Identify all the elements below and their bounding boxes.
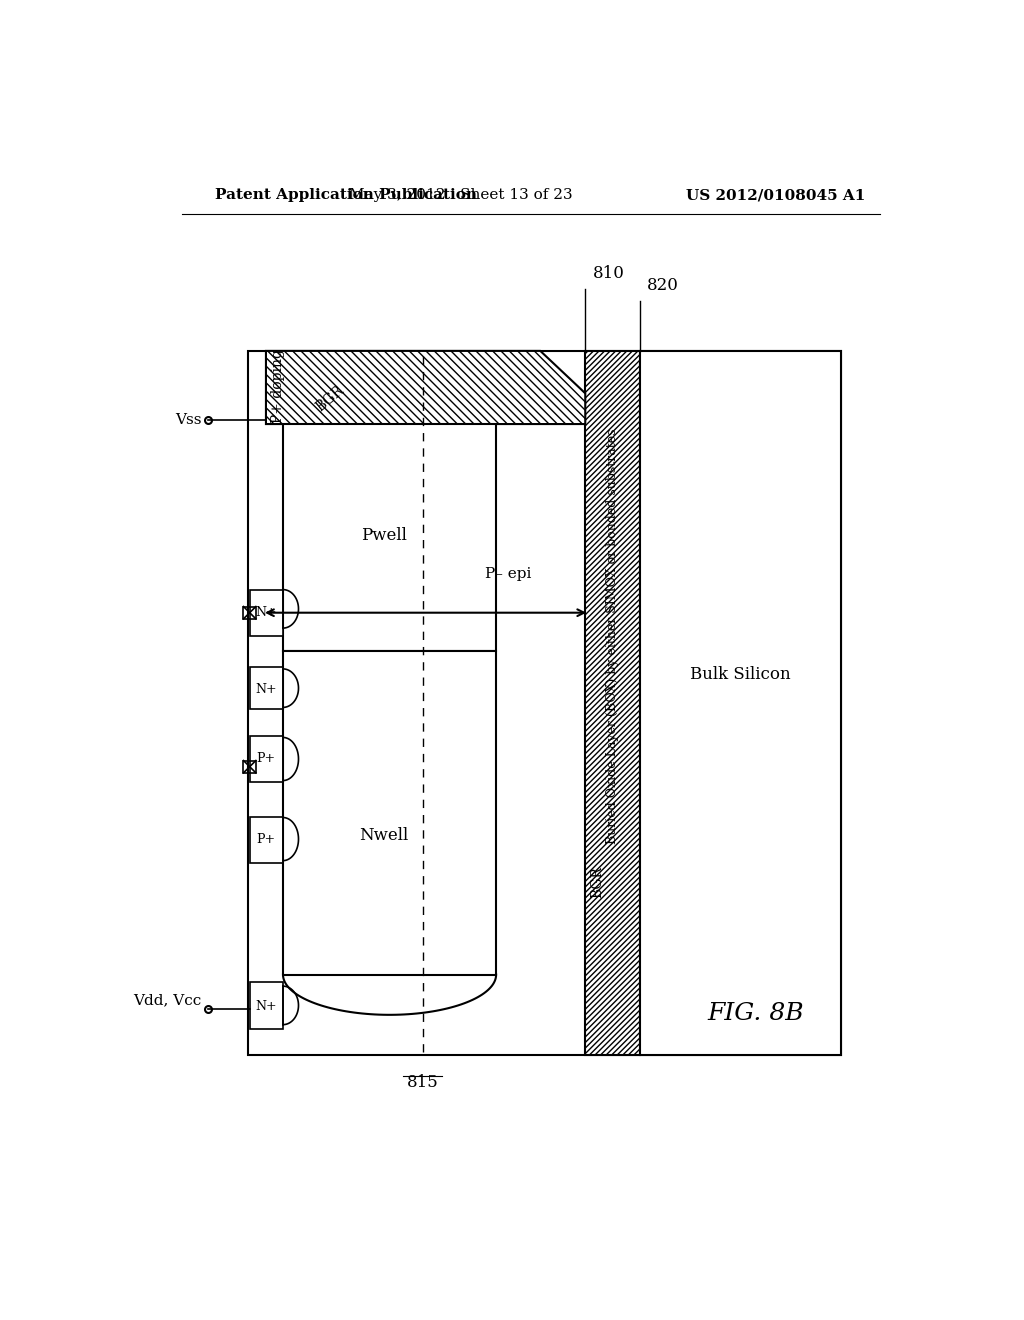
Bar xyxy=(250,667,283,709)
Text: N+: N+ xyxy=(255,606,276,619)
Text: P+ doping: P+ doping xyxy=(271,348,286,422)
Bar xyxy=(250,590,283,636)
Text: BGR: BGR xyxy=(590,866,604,898)
Bar xyxy=(640,351,841,1056)
Text: Bulk Silicon: Bulk Silicon xyxy=(690,665,791,682)
Bar xyxy=(586,351,640,1056)
Text: N+: N+ xyxy=(255,1001,276,1014)
Text: BGR: BGR xyxy=(312,383,346,414)
Bar xyxy=(250,737,283,781)
Text: FIG. 8B: FIG. 8B xyxy=(708,1002,804,1024)
Bar xyxy=(244,760,256,774)
Bar xyxy=(250,982,283,1028)
Polygon shape xyxy=(266,351,586,424)
Text: Vss: Vss xyxy=(175,413,202,428)
Text: Nwell: Nwell xyxy=(359,828,409,845)
Bar xyxy=(244,607,256,619)
Text: 820: 820 xyxy=(647,277,679,294)
Text: Pwell: Pwell xyxy=(360,527,407,544)
Bar xyxy=(248,351,841,1056)
Bar xyxy=(250,817,283,863)
Text: P+: P+ xyxy=(256,833,275,846)
Text: P+: P+ xyxy=(256,752,275,766)
Text: Vdd, Vcc: Vdd, Vcc xyxy=(133,993,202,1007)
Bar xyxy=(283,651,496,974)
Text: US 2012/0108045 A1: US 2012/0108045 A1 xyxy=(686,189,865,202)
Text: Patent Application Publication: Patent Application Publication xyxy=(215,189,477,202)
Text: 815: 815 xyxy=(407,1074,438,1090)
Text: 810: 810 xyxy=(593,265,625,282)
Text: P– epi: P– epi xyxy=(484,568,530,581)
Text: Buried Oxide Layer (BOX) by either SIMOX or bonded substrates: Buried Oxide Layer (BOX) by either SIMOX… xyxy=(606,428,618,843)
Bar xyxy=(283,424,496,651)
Text: N+: N+ xyxy=(255,684,276,696)
Text: May 3, 2012   Sheet 13 of 23: May 3, 2012 Sheet 13 of 23 xyxy=(349,189,573,202)
